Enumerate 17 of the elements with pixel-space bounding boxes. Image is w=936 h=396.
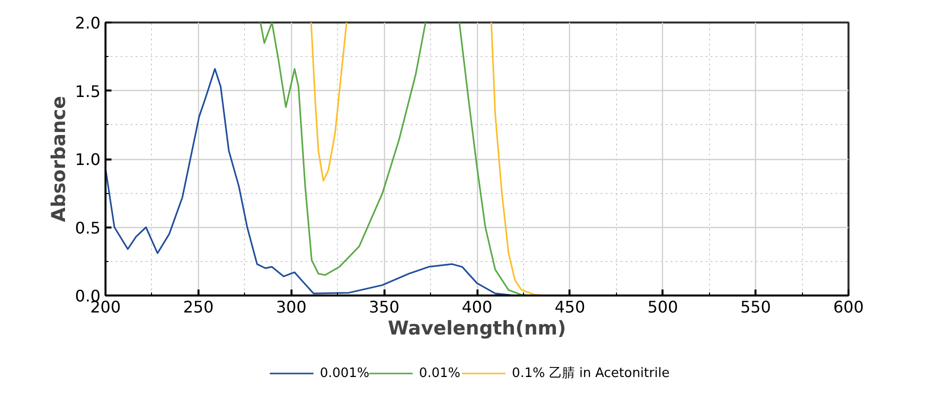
x-tick-label: 300 <box>276 298 307 316</box>
x-axis-title: Wavelength(nm) <box>388 318 566 340</box>
legend-label: 0.01% <box>419 366 460 381</box>
x-tick-label: 400 <box>462 298 492 316</box>
x-tick-label: 250 <box>183 298 214 316</box>
x-tick-label: 600 <box>833 298 864 316</box>
y-axis-title: Absorbance <box>48 96 70 222</box>
y-tick-label: 0.5 <box>75 218 101 238</box>
x-tick-label: 550 <box>740 298 771 316</box>
y-tick-label: 1.0 <box>75 150 101 169</box>
x-tick-label: 500 <box>647 298 678 316</box>
x-tick-label: 350 <box>368 298 400 316</box>
legend-label: 0.001% <box>320 366 370 381</box>
y-tick-label: 1.5 <box>75 82 101 101</box>
x-tick-label: 450 <box>554 298 586 316</box>
legend-label: 0.1% 乙腈 in Acetonitrile <box>512 366 670 381</box>
y-tick-label: 2.0 <box>75 14 101 32</box>
